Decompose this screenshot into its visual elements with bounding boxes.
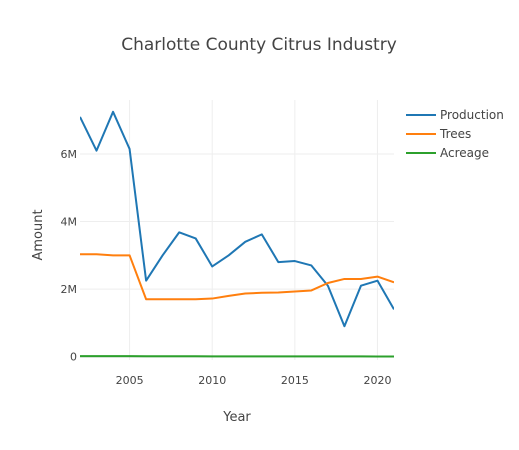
chart-title: Charlotte County Citrus Industry — [121, 35, 397, 55]
y-tick-label: 4M — [61, 216, 78, 229]
series-layer — [80, 110, 394, 358]
y-tick-label: 2M — [61, 283, 78, 296]
legend-item-acreage[interactable]: Acreage — [406, 146, 489, 160]
x-axis-title: Year — [222, 410, 251, 425]
legend[interactable]: Production Trees Acreage — [406, 108, 504, 160]
x-tick-label: 2020 — [363, 374, 391, 387]
series-line-production[interactable] — [80, 110, 394, 328]
y-axis-title: Amount — [31, 209, 46, 260]
legend-label: Trees — [439, 127, 471, 141]
x-tick-label: 2015 — [281, 374, 309, 387]
x-tick-label: 2010 — [198, 374, 226, 387]
series-line-trees[interactable] — [80, 253, 394, 301]
y-tick-label: 6M — [61, 148, 78, 161]
legend-label: Acreage — [440, 146, 489, 160]
x-tick-label: 2005 — [116, 374, 144, 387]
legend-item-trees[interactable]: Trees — [406, 127, 471, 141]
legend-label: Production — [440, 108, 504, 122]
y-tick-label: 0 — [70, 351, 77, 364]
legend-item-production[interactable]: Production — [406, 108, 504, 122]
tick-layer: 2005 2010 2015 2020 0 2M 4M 6M — [61, 148, 392, 387]
